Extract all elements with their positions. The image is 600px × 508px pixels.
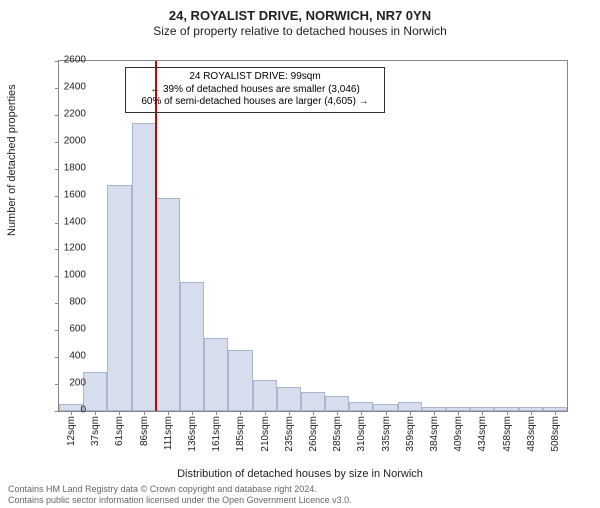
attribution-text: Contains HM Land Registry data © Crown c… xyxy=(8,484,352,505)
x-tick-mark xyxy=(410,411,411,415)
histogram-plot: 24 ROYALIST DRIVE: 99sqm← 39% of detache… xyxy=(58,60,568,412)
annotation-line-3: 60% of semi-detached houses are larger (… xyxy=(132,96,378,109)
x-tick-mark xyxy=(507,411,508,415)
histogram-bar xyxy=(373,404,397,411)
x-tick-label: 61sqm xyxy=(114,416,125,446)
y-tick-mark xyxy=(55,169,59,170)
x-tick-label: 161sqm xyxy=(211,416,222,452)
x-tick-label: 136sqm xyxy=(187,416,198,452)
x-tick-mark xyxy=(482,411,483,415)
y-tick-mark xyxy=(55,61,59,62)
x-tick-mark xyxy=(458,411,459,415)
histogram-bar xyxy=(132,123,156,411)
y-tick-label: 200 xyxy=(69,378,86,389)
y-tick-label: 1000 xyxy=(64,270,86,281)
x-tick-label: 285sqm xyxy=(332,416,343,452)
y-tick-mark xyxy=(55,142,59,143)
histogram-bar xyxy=(325,396,349,411)
x-tick-label: 384sqm xyxy=(429,416,440,452)
annotation-line-2: ← 39% of detached houses are smaller (3,… xyxy=(132,84,378,97)
y-tick-mark xyxy=(55,115,59,116)
histogram-bar xyxy=(156,198,180,411)
histogram-bar xyxy=(180,282,204,411)
y-tick-mark xyxy=(55,223,59,224)
y-tick-mark xyxy=(55,196,59,197)
x-tick-mark xyxy=(144,411,145,415)
annotation-line-1: 24 ROYALIST DRIVE: 99sqm xyxy=(132,71,378,84)
annotation-box: 24 ROYALIST DRIVE: 99sqm← 39% of detache… xyxy=(125,67,385,113)
histogram-bar xyxy=(398,402,422,411)
x-tick-label: 409sqm xyxy=(453,416,464,452)
x-tick-mark xyxy=(240,411,241,415)
y-tick-label: 0 xyxy=(80,405,86,416)
x-axis-label: Distribution of detached houses by size … xyxy=(0,468,600,480)
y-tick-label: 1800 xyxy=(64,162,86,173)
x-tick-mark xyxy=(71,411,72,415)
y-tick-label: 1600 xyxy=(64,189,86,200)
histogram-bar xyxy=(349,402,373,411)
x-tick-mark xyxy=(216,411,217,415)
y-tick-label: 400 xyxy=(69,351,86,362)
y-tick-mark xyxy=(55,249,59,250)
x-tick-label: 86sqm xyxy=(139,416,150,446)
x-tick-label: 458sqm xyxy=(502,416,513,452)
x-tick-label: 185sqm xyxy=(235,416,246,452)
y-tick-mark xyxy=(55,303,59,304)
histogram-bar xyxy=(83,372,107,411)
x-tick-mark xyxy=(531,411,532,415)
x-tick-label: 483sqm xyxy=(526,416,537,452)
x-tick-mark xyxy=(434,411,435,415)
y-tick-label: 1400 xyxy=(64,216,86,227)
x-tick-label: 111sqm xyxy=(163,416,174,450)
y-tick-mark xyxy=(55,88,59,89)
y-tick-label: 600 xyxy=(69,324,86,335)
histogram-bar xyxy=(228,350,252,411)
y-tick-mark xyxy=(55,357,59,358)
page-subtitle: Size of property relative to detached ho… xyxy=(0,24,600,38)
y-tick-label: 2200 xyxy=(64,108,86,119)
x-tick-label: 335sqm xyxy=(381,416,392,452)
x-tick-mark xyxy=(361,411,362,415)
property-marker-line xyxy=(155,61,157,411)
y-tick-mark xyxy=(55,276,59,277)
x-tick-mark xyxy=(168,411,169,415)
histogram-bar xyxy=(277,387,301,411)
x-tick-label: 210sqm xyxy=(260,416,271,452)
x-tick-mark xyxy=(337,411,338,415)
x-tick-mark xyxy=(119,411,120,415)
x-tick-label: 434sqm xyxy=(477,416,488,452)
x-tick-mark xyxy=(95,411,96,415)
y-tick-label: 2600 xyxy=(64,55,86,66)
y-tick-label: 1200 xyxy=(64,243,86,254)
x-tick-label: 12sqm xyxy=(66,416,77,446)
x-tick-mark xyxy=(386,411,387,415)
y-tick-label: 2400 xyxy=(64,81,86,92)
histogram-bar xyxy=(204,338,228,411)
y-tick-mark xyxy=(55,384,59,385)
x-tick-mark xyxy=(555,411,556,415)
attribution-line-1: Contains HM Land Registry data © Crown c… xyxy=(8,484,352,494)
x-tick-mark xyxy=(289,411,290,415)
y-tick-mark xyxy=(55,330,59,331)
histogram-bar xyxy=(301,392,325,411)
x-tick-label: 260sqm xyxy=(308,416,319,452)
x-tick-label: 508sqm xyxy=(550,416,561,452)
histogram-bar xyxy=(253,380,277,411)
x-tick-label: 359sqm xyxy=(405,416,416,452)
x-tick-label: 37sqm xyxy=(90,416,101,446)
y-tick-mark xyxy=(55,411,59,412)
x-tick-label: 310sqm xyxy=(356,416,367,452)
x-tick-mark xyxy=(265,411,266,415)
x-tick-label: 235sqm xyxy=(284,416,295,452)
y-tick-label: 800 xyxy=(69,297,86,308)
page-title: 24, ROYALIST DRIVE, NORWICH, NR7 0YN xyxy=(0,8,600,23)
histogram-bar xyxy=(107,185,131,411)
y-tick-label: 2000 xyxy=(64,135,86,146)
x-tick-mark xyxy=(313,411,314,415)
y-axis-label: Number of detached properties xyxy=(6,84,18,236)
x-tick-mark xyxy=(192,411,193,415)
